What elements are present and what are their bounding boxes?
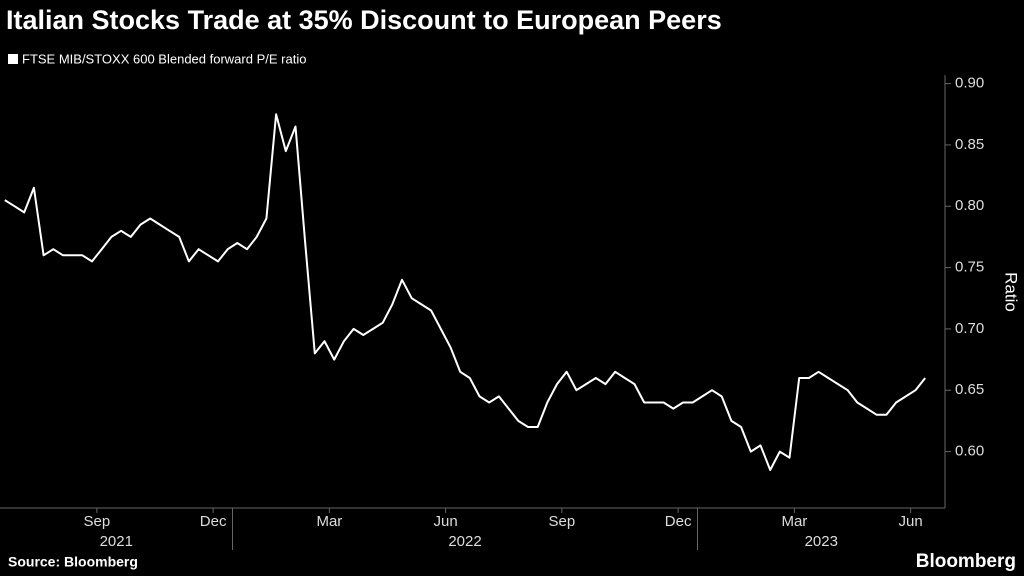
y-tick-label: 0.80 xyxy=(955,197,984,214)
line xyxy=(4,113,926,471)
x-tick-label: Sep xyxy=(549,513,576,530)
x-tick-label: Sep xyxy=(84,513,111,530)
x-tick-label: Dec xyxy=(665,513,692,530)
legend-swatch xyxy=(8,54,18,64)
chart-title: Italian Stocks Trade at 35% Discount to … xyxy=(6,5,722,35)
x-tick-label: Dec xyxy=(200,513,227,530)
y-tick-label: 0.60 xyxy=(955,443,984,460)
y-tick-label: 0.85 xyxy=(955,136,984,153)
y-tick-label: 0.70 xyxy=(955,320,984,337)
source: Source: Bloomberg xyxy=(8,554,138,570)
brand: Bloomberg xyxy=(916,551,1016,572)
legend-label: FTSE MIB/STOXX 600 Blended forward P/E r… xyxy=(22,51,306,66)
year-label: 2021 xyxy=(100,533,133,550)
y-tick-label: 0.90 xyxy=(955,75,984,92)
year-label: 2022 xyxy=(448,533,481,550)
x-tick-label: Mar xyxy=(781,513,807,530)
y-tick-label: 0.75 xyxy=(955,259,984,276)
x-tick-label: Jun xyxy=(434,513,458,530)
x-tick-label: Jun xyxy=(899,513,923,530)
x-tick-label: Mar xyxy=(316,513,342,530)
y-tick-label: 0.65 xyxy=(955,381,984,398)
y-axis-label: Ratio xyxy=(1002,272,1021,312)
year-label: 2023 xyxy=(805,533,838,550)
